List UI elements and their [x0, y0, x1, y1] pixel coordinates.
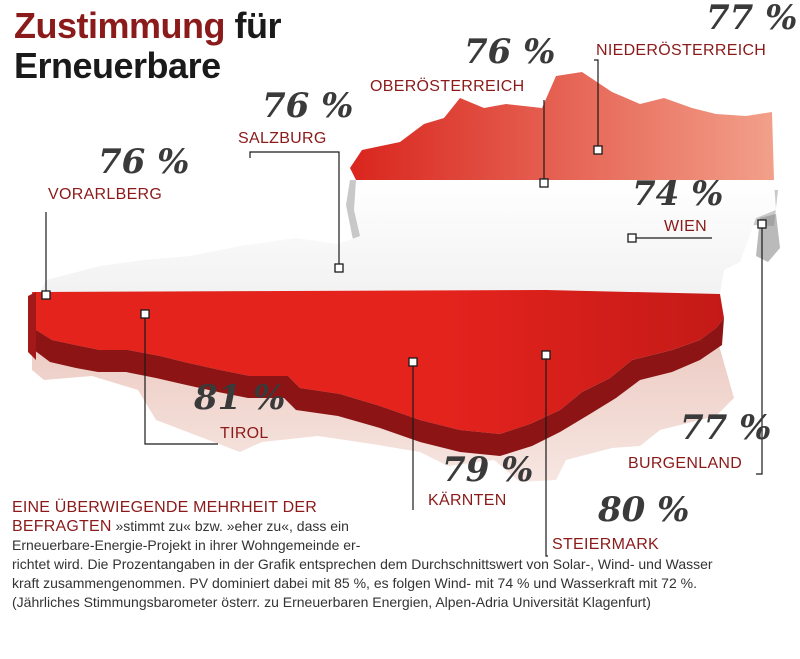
caption-line5: kraft zusammengenommen. PV dominiert dab…	[12, 575, 697, 591]
map-red-band-south	[32, 290, 724, 434]
caption-line4: richtet wird. Die Prozentangaben in der …	[12, 556, 713, 572]
marker-salzburg	[334, 263, 344, 273]
map-white-band	[40, 180, 776, 294]
pct-steiermark: 80 %	[598, 490, 690, 530]
caption-lead-line2: BEFRAGTEN	[12, 518, 112, 535]
marker-kaernten	[408, 357, 418, 367]
caption-lead-line1: EINE ÜBERWIEGENDE MEHRHEIT DER	[12, 499, 318, 516]
map-west-edge	[28, 292, 36, 360]
marker-niederoesterreich	[593, 145, 603, 155]
pct-tirol: 81 %	[194, 378, 286, 418]
pct-niederoesterreich: 77 %	[706, 0, 798, 38]
leader-niederoesterreich	[594, 59, 599, 150]
caption-source: (Jährliches Stimmungsbarometer österr. z…	[12, 594, 651, 610]
pct-oberoesterreich: 76 %	[464, 32, 556, 72]
label-vorarlberg: VORARLBERG	[48, 186, 163, 203]
label-wien: WIEN	[664, 218, 707, 235]
leader-tirol	[144, 314, 218, 445]
label-tirol: TIROL	[220, 425, 269, 442]
label-steiermark: STEIERMARK	[552, 536, 660, 553]
marker-vorarlberg	[41, 290, 51, 300]
pct-salzburg: 76 %	[262, 86, 354, 126]
map-dark-red-extrusion	[34, 318, 724, 456]
title-rest: für	[224, 5, 281, 46]
leader-burgenland	[756, 224, 763, 475]
label-niederoesterreich: NIEDERÖSTERREICH	[596, 42, 767, 59]
pct-vorarlberg: 76 %	[98, 142, 190, 182]
caption-line2: »stimmt zu« bzw. »eher zu«, dass ein	[111, 518, 349, 534]
title-accent: Zustimmung	[14, 5, 225, 46]
label-oberoesterreich: OBERÖSTERREICH	[370, 78, 525, 95]
label-salzburg: SALZBURG	[238, 130, 327, 147]
page-title: Zustimmung für Erneuerbare	[14, 6, 281, 86]
label-burgenland: BURGENLAND	[628, 455, 743, 472]
pct-kaernten: 79 %	[442, 450, 534, 490]
leader-salzburg	[249, 151, 340, 268]
pct-wien: 74 %	[632, 174, 724, 214]
caption-line3: Erneuerbare-Energie-Projekt in ihrer Woh…	[12, 537, 361, 553]
caption: EINE ÜBERWIEGENDE MEHRHEIT DER BEFRAGTEN…	[12, 498, 713, 612]
map-pink-extrusion	[32, 300, 734, 482]
marker-oberoesterreich	[539, 178, 549, 188]
marker-wien	[627, 233, 637, 243]
marker-steiermark	[541, 350, 551, 360]
title-line2: Erneuerbare	[14, 45, 221, 86]
marker-tirol	[140, 309, 150, 319]
map-red-band-north	[350, 72, 774, 180]
leader-steiermark	[545, 355, 548, 557]
marker-burgenland	[757, 219, 767, 229]
label-kaernten: KÄRNTEN	[428, 492, 507, 509]
pct-burgenland: 77 %	[680, 408, 772, 448]
